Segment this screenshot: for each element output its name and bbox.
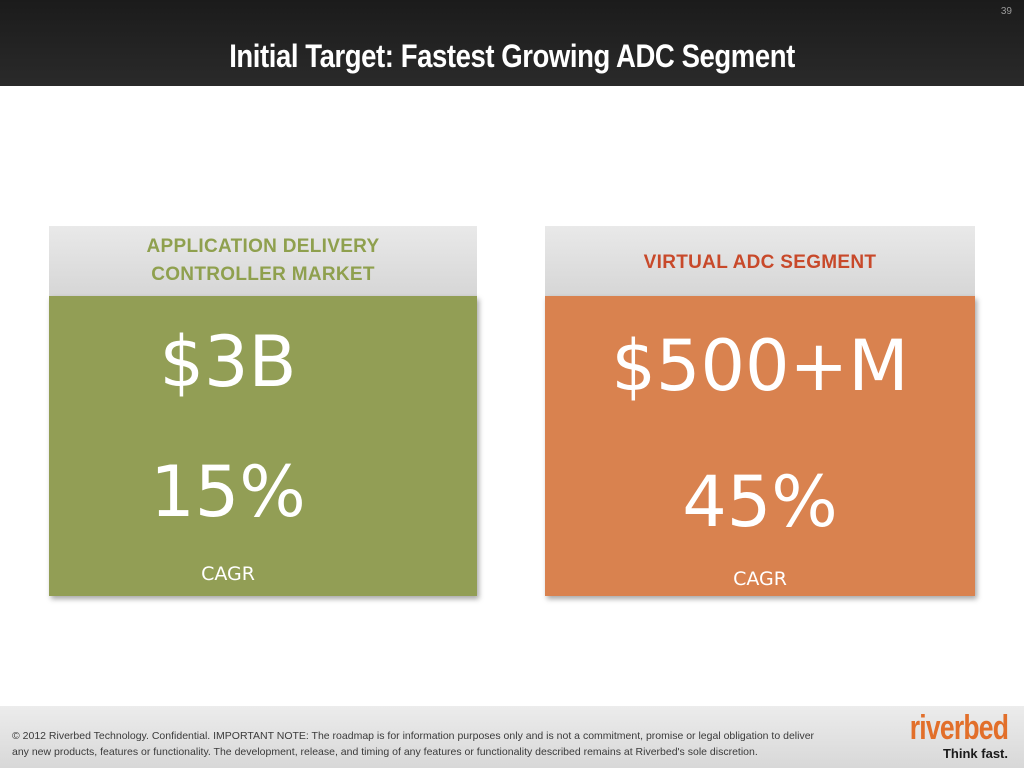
slide-title: Initial Target: Fastest Growing ADC Segm… [229, 38, 795, 74]
disclaimer-line1: © 2012 Riverbed Technology. Confidential… [12, 730, 815, 742]
adc-market-heading: APPLICATION DELIVERY CONTROLLER MARKET [49, 226, 477, 296]
disclaimer: © 2012 Riverbed Technology. Confidential… [12, 728, 852, 760]
virtual-adc-heading: VIRTUAL ADC SEGMENT [545, 226, 975, 296]
adc-market-growth: 15% [150, 451, 306, 533]
slide-header: 39 Initial Target: Fastest Growing ADC S… [0, 0, 1024, 86]
virtual-adc-growth: 45% [682, 461, 838, 543]
adc-market-value: $3B [159, 321, 297, 403]
slide-footer: © 2012 Riverbed Technology. Confidential… [0, 706, 1024, 768]
adc-market-card: APPLICATION DELIVERY CONTROLLER MARKET $… [49, 226, 477, 596]
adc-market-body: $3B 15% CAGR [49, 296, 477, 596]
adc-market-heading-line1: APPLICATION DELIVERY [146, 236, 380, 257]
riverbed-logo: riverbed Think fast. [882, 709, 1009, 762]
disclaimer-line2: any new products, features or functional… [12, 746, 758, 758]
virtual-adc-growth-label: CAGR [733, 568, 787, 590]
adc-market-heading-line2: CONTROLLER MARKET [151, 264, 375, 285]
virtual-adc-value: $500+M [611, 325, 909, 407]
slide-number: 39 [1000, 6, 1012, 17]
logo-tagline: Think fast. [942, 746, 1008, 761]
logo-wordmark: riverbed [909, 709, 1009, 747]
virtual-adc-card: VIRTUAL ADC SEGMENT $500+M 45% CAGR [545, 226, 975, 596]
adc-market-growth-label: CAGR [201, 563, 255, 585]
virtual-adc-body: $500+M 45% CAGR [545, 296, 975, 596]
